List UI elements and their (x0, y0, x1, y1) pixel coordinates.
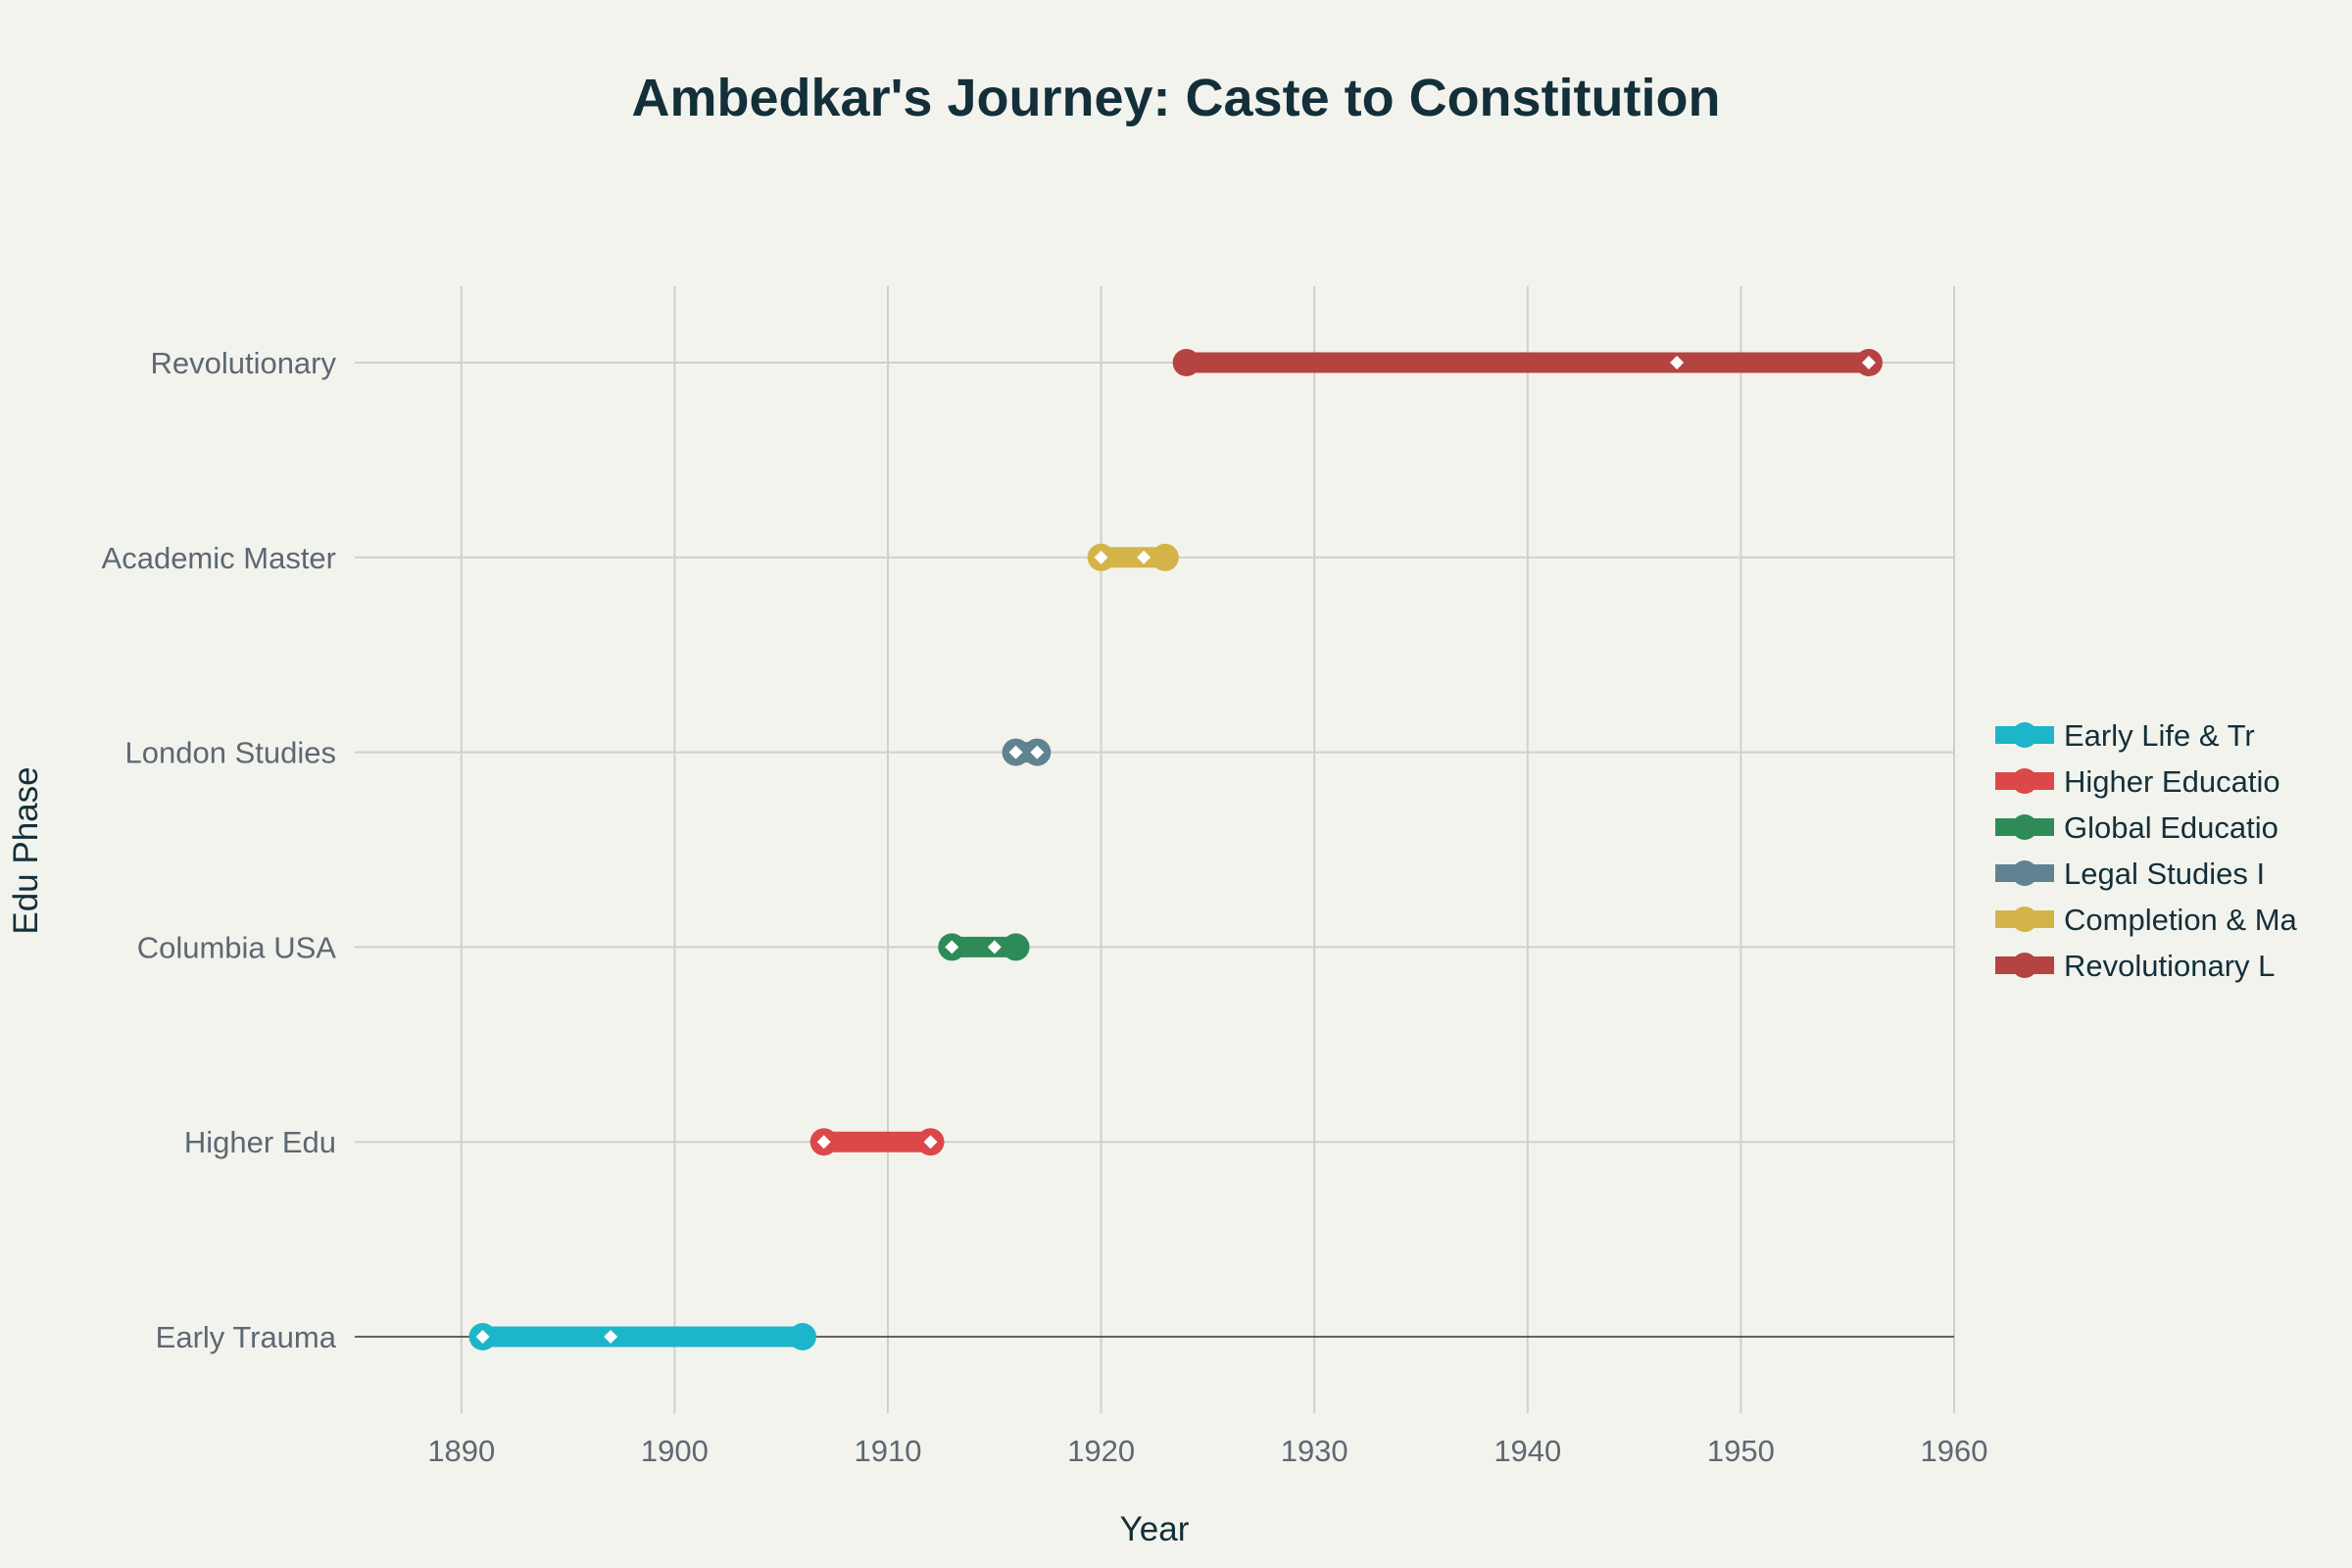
point-inner-diamond (1861, 356, 1876, 369)
x-tick-label: 1940 (1494, 1434, 1561, 1468)
data-point-diamond (1137, 550, 1152, 564)
series-6[interactable] (1172, 349, 1883, 376)
data-point-diamond (604, 1330, 618, 1344)
y-tick-label: London Studies (125, 736, 336, 770)
point-inner-diamond (1030, 745, 1045, 760)
legend-item[interactable]: Completion & Ma (1995, 903, 2298, 937)
legend-label: Completion & Ma (2064, 903, 2298, 937)
legend-label: Revolutionary L (2064, 949, 2275, 983)
point-inner-diamond (1094, 550, 1108, 564)
legend-swatch-marker (2012, 814, 2037, 840)
y-tick-label: Higher Edu (184, 1125, 336, 1159)
series-1[interactable] (468, 1323, 816, 1350)
x-tick-label: 1930 (1281, 1434, 1348, 1468)
legend-item[interactable]: Higher Educatio (1995, 764, 2280, 799)
x-tick-label: 1950 (1707, 1434, 1775, 1468)
x-axis-ticks: 1890 1900 1910 1920 1930 1940 1950 1960 (427, 1434, 1987, 1468)
legend-item[interactable]: Legal Studies I (1995, 857, 2265, 891)
data-point[interactable] (788, 1323, 816, 1350)
legend-item[interactable]: Global Educatio (1995, 810, 2278, 845)
legend-swatch-marker (2012, 953, 2037, 978)
x-tick-label: 1920 (1067, 1434, 1135, 1468)
series-5[interactable] (1087, 543, 1179, 571)
legend-swatch-marker (2012, 768, 2037, 794)
chart-title: Ambedkar's Journey: Caste to Constitutio… (632, 69, 1721, 127)
x-tick-label: 1960 (1921, 1434, 1988, 1468)
y-axis-ticks: Early Trauma Higher Edu Columbia USA London… (102, 346, 337, 1354)
y-tick-label: Columbia USA (137, 930, 337, 964)
legend-label: Global Educatio (2064, 810, 2278, 845)
point-inner-diamond (923, 1135, 938, 1150)
legend-swatch-marker (2012, 906, 2037, 932)
legend-item[interactable]: Early Life & Tr (1995, 718, 2255, 753)
data-point[interactable] (1151, 543, 1179, 571)
legend-label: Early Life & Tr (2064, 718, 2255, 753)
x-tick-label: 1900 (641, 1434, 709, 1468)
y-tick-label: Revolutionary (150, 346, 336, 380)
series-3[interactable] (938, 933, 1030, 961)
y-tick-label: Early Trauma (156, 1320, 337, 1354)
point-inner-diamond (1008, 745, 1023, 760)
data-point-diamond (987, 940, 1002, 955)
legend-swatch-marker (2012, 722, 2037, 748)
y-tick-label: Academic Master (102, 541, 336, 575)
data-point[interactable] (1002, 933, 1030, 961)
grid (355, 286, 1955, 1413)
y-axis-title: Edu Phase (7, 766, 45, 934)
legend-label: Higher Educatio (2064, 764, 2280, 799)
point-inner-diamond (475, 1330, 490, 1344)
legend-item[interactable]: Revolutionary L (1995, 949, 2275, 983)
point-inner-diamond (945, 940, 959, 955)
x-axis-title: Year (1120, 1510, 1190, 1548)
legend-swatch-marker (2012, 860, 2037, 886)
data-point[interactable] (1172, 349, 1200, 376)
legend-label: Legal Studies I (2064, 857, 2265, 891)
x-tick-label: 1890 (427, 1434, 495, 1468)
x-tick-label: 1910 (855, 1434, 922, 1468)
series-2[interactable] (809, 1128, 945, 1156)
data-point-diamond (1670, 356, 1685, 369)
series-4[interactable] (1002, 738, 1052, 766)
legend[interactable]: Early Life & Tr Higher Educatio Global Edu… (1995, 718, 2298, 983)
series-lines (468, 349, 1883, 1350)
point-inner-diamond (816, 1135, 831, 1150)
